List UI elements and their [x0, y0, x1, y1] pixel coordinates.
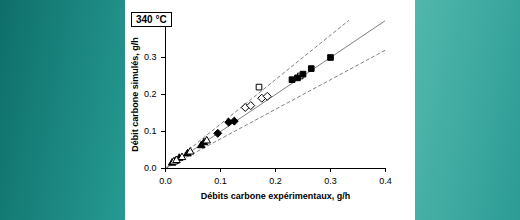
svg-text:0.0: 0.0 [144, 163, 157, 173]
svg-text:0.1: 0.1 [214, 176, 227, 186]
svg-text:0.3: 0.3 [144, 52, 157, 62]
svg-text:0.1: 0.1 [144, 126, 157, 136]
svg-text:0.0: 0.0 [159, 176, 172, 186]
svg-text:0.4: 0.4 [379, 176, 392, 186]
svg-text:Débit carbone simulés, g/h: Débit carbone simulés, g/h [130, 37, 140, 152]
svg-text:Débits carbone expérimentaux,: Débits carbone expérimentaux, g/h [201, 191, 351, 201]
html-text:340 °C: 340 °C [136, 14, 167, 25]
svg-text:0.3: 0.3 [324, 176, 337, 186]
svg-text:0.2: 0.2 [269, 176, 282, 186]
svg-text:0.2: 0.2 [144, 89, 157, 99]
